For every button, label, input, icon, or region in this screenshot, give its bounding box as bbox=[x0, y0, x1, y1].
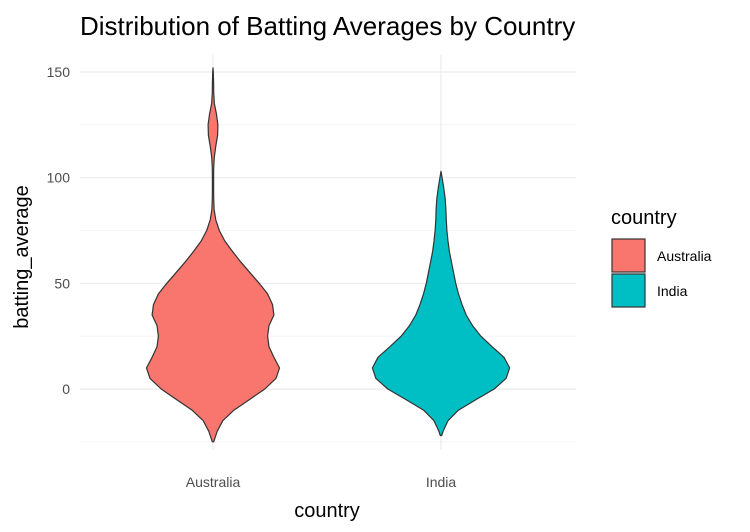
y-tick-label: 0 bbox=[62, 381, 70, 397]
x-tick-labels: Australia India bbox=[186, 474, 457, 490]
violin-australia bbox=[145, 67, 281, 443]
legend-title: country bbox=[611, 207, 677, 229]
y-tick-labels: 0 50 100 150 bbox=[47, 64, 71, 397]
x-axis-title: country bbox=[294, 500, 360, 522]
chart-title: Distribution of Batting Averages by Coun… bbox=[80, 11, 575, 41]
x-tick-label-australia: Australia bbox=[186, 474, 241, 490]
legend-label-australia: Australia bbox=[657, 248, 712, 264]
y-tick-label: 100 bbox=[47, 170, 71, 186]
y-axis-title: batting_average bbox=[11, 185, 33, 328]
legend-label-india: India bbox=[657, 283, 688, 299]
legend-key-australia bbox=[611, 238, 646, 273]
violin-india bbox=[371, 170, 511, 437]
legend-entries: Australia India bbox=[611, 238, 712, 308]
y-tick-label: 150 bbox=[47, 64, 71, 80]
violins bbox=[145, 67, 511, 443]
legend: country Australia India bbox=[611, 207, 712, 308]
x-tick-label-india: India bbox=[426, 474, 457, 490]
legend-key-india bbox=[611, 273, 646, 308]
y-tick-label: 50 bbox=[54, 275, 70, 291]
